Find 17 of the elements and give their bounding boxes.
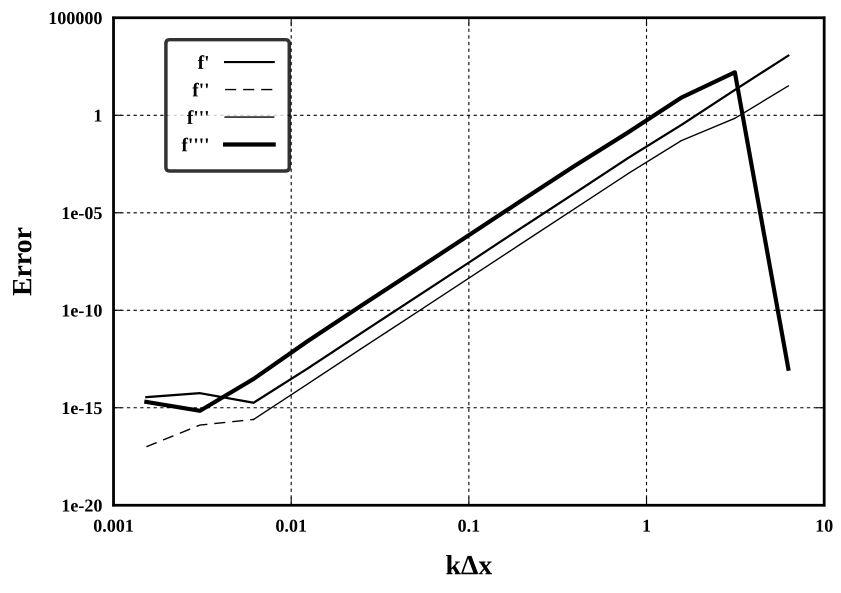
x-tick-label: 1 — [643, 520, 650, 532]
y-tick-label: 1e-05 — [62, 207, 102, 220]
x-tick-label: 0.1 — [458, 520, 480, 532]
x-tick-label: 0.001 — [94, 520, 133, 532]
y-tick-label: 1e-20 — [62, 499, 102, 512]
y-tick-label: 1e-15 — [62, 402, 102, 414]
x-tick-label: 0.01 — [276, 520, 306, 532]
legend-label: f''' — [186, 110, 208, 124]
y-tick-label: 100000 — [50, 12, 102, 24]
legend-label: f' — [198, 55, 208, 69]
x-axis-title: kΔx — [446, 554, 492, 574]
y-tick-label: 1 — [94, 110, 102, 122]
legend-label: f'''' — [182, 138, 208, 152]
y-axis-title: Error — [13, 228, 32, 296]
y-tick-label: 1e-10 — [62, 304, 102, 317]
legend-label: f'' — [192, 82, 208, 96]
x-tick-label: 10 — [816, 520, 833, 532]
